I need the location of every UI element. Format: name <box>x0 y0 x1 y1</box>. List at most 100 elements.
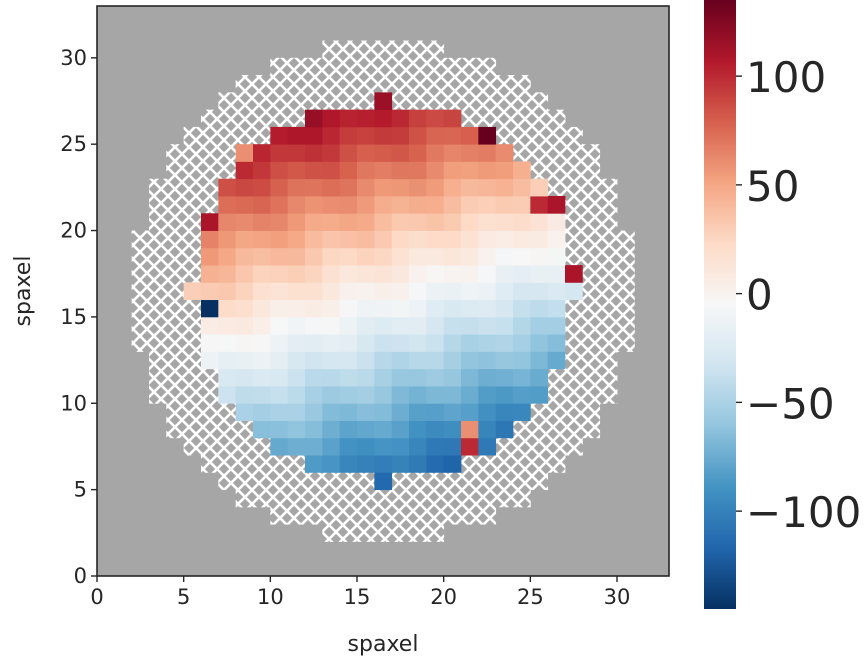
heatmap-cell <box>218 247 237 266</box>
hatched-cell <box>374 506 393 525</box>
hatched-cell <box>599 351 618 370</box>
hatched-cell <box>322 472 341 491</box>
hatched-cell <box>426 524 445 542</box>
heatmap-cell <box>253 196 271 214</box>
hatched-cell <box>201 437 219 456</box>
heatmap-cell <box>530 299 549 318</box>
heatmap-cell <box>461 196 479 214</box>
hatched-cell <box>287 75 306 93</box>
hatched-cell <box>409 40 427 59</box>
hatched-cell <box>599 230 618 249</box>
heatmap-cell <box>426 126 445 145</box>
hatched-cell <box>391 92 410 111</box>
hatched-cell <box>166 403 185 421</box>
heatmap-cell <box>357 455 375 473</box>
heatmap-cell <box>270 213 289 231</box>
hatched-cell <box>253 92 271 111</box>
y-tick-label: 15 <box>60 305 87 329</box>
heatmap-cell <box>443 178 462 197</box>
hatched-cell <box>443 57 462 76</box>
hatched-cell <box>339 489 358 508</box>
hatched-cell <box>426 75 445 93</box>
hatched-cell <box>339 57 358 76</box>
hatched-cell <box>565 420 583 439</box>
hatched-cell <box>391 40 410 59</box>
hatched-cell <box>131 247 150 266</box>
hatched-cell <box>270 489 289 508</box>
heatmap-cell <box>357 230 375 249</box>
heatmap-cell <box>530 282 549 301</box>
hatched-cell <box>513 472 531 491</box>
heatmap-cell <box>322 161 341 180</box>
hatched-cell <box>513 126 531 145</box>
heatmap-cell <box>253 334 271 352</box>
hatched-cell <box>547 437 566 456</box>
heatmap-cell <box>426 437 445 456</box>
hatched-cell <box>149 351 167 370</box>
heatmap-cell <box>409 109 427 128</box>
heatmap-cell <box>461 265 479 283</box>
hatched-cell <box>513 455 531 473</box>
heatmap-cell <box>287 161 306 180</box>
hatched-cell <box>270 92 289 111</box>
x-tick-label: 30 <box>604 585 631 609</box>
heatmap-cell <box>305 437 323 456</box>
heatmap-cell <box>374 230 393 249</box>
hatched-cell <box>287 489 306 508</box>
heatmap-cell <box>391 351 410 370</box>
heatmap-cell <box>357 282 375 301</box>
hatched-cell <box>235 455 254 473</box>
heatmap-cell <box>253 420 271 439</box>
hatched-cell <box>166 351 185 370</box>
hatched-cell <box>461 109 479 128</box>
hatched-cell <box>565 386 583 404</box>
heatmap-cell <box>339 230 358 249</box>
heatmap-cell <box>426 230 445 249</box>
heatmap-cell <box>287 334 306 352</box>
heatmap-cell <box>218 196 237 214</box>
heatmap-cell <box>305 420 323 439</box>
heatmap-cell <box>443 126 462 145</box>
hatched-cell <box>443 472 462 491</box>
heatmap-cell <box>270 368 289 387</box>
heatmap-cell <box>270 161 289 180</box>
heatmap-cell <box>305 265 323 283</box>
hatched-cell <box>201 126 219 145</box>
heatmap-cell <box>478 386 497 404</box>
hatched-cell <box>443 75 462 93</box>
hatched-cell <box>235 472 254 491</box>
heatmap-cell <box>305 334 323 352</box>
heatmap-cell <box>218 213 237 231</box>
hatched-cell <box>235 437 254 456</box>
heatmap-cell <box>270 247 289 266</box>
hatched-cell <box>218 126 237 145</box>
colorbar-tick-label: 50 <box>746 162 799 211</box>
heatmap-cell <box>305 109 323 128</box>
heatmap-cell <box>270 282 289 301</box>
hatched-cell <box>426 489 445 508</box>
hatched-cell <box>357 506 375 525</box>
heatmap-cell <box>426 178 445 197</box>
heatmap-cell <box>322 126 341 145</box>
heatmap-cell <box>409 351 427 370</box>
hatched-cell <box>270 472 289 491</box>
hatched-cell <box>253 109 271 128</box>
heatmap-cell <box>547 213 566 231</box>
heatmap-cell <box>374 455 393 473</box>
heatmap-cell <box>530 316 549 335</box>
heatmap-cell <box>374 282 393 301</box>
heatmap-cell <box>339 265 358 283</box>
y-tick-label: 20 <box>60 219 87 243</box>
heatmap-cell <box>478 403 497 421</box>
heatmap-cell <box>530 230 549 249</box>
y-tick-label: 0 <box>74 564 87 588</box>
hatched-cell <box>478 506 497 525</box>
heatmap-cell <box>513 247 531 266</box>
heatmap-cell <box>443 403 462 421</box>
hatched-cell <box>478 489 497 508</box>
hatched-cell <box>166 230 185 249</box>
heatmap-cell <box>461 334 479 352</box>
heatmap-cell <box>218 230 237 249</box>
heatmap-cell <box>409 299 427 318</box>
hatched-cell <box>478 57 497 76</box>
